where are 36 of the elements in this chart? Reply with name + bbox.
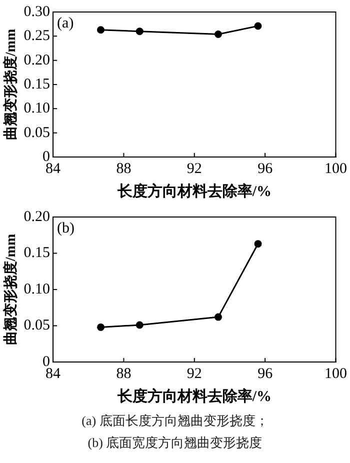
x-axis-title: 长度方向材料去除率/% [116, 386, 272, 405]
y-tick-label: 0.25 [24, 28, 50, 44]
chart-title: (a) [57, 15, 74, 32]
point [136, 321, 144, 329]
point [97, 323, 105, 331]
y-axis-title: 曲翘变形挠度/mm [2, 234, 20, 346]
y-tick-label: 0.30 [24, 4, 50, 20]
x-tick-label: 88 [116, 366, 132, 382]
y-tick-label: 0.10 [24, 100, 50, 117]
x-tick-label: 100 [324, 160, 347, 177]
x-tick-label: 84 [46, 160, 62, 177]
y-tick-label: 0.15 [24, 245, 50, 262]
text: (a) 底面长度方向翘曲变形挠度； [80, 412, 270, 430]
x-tick-label: 92 [186, 366, 202, 382]
y-tick-label: 0.20 [24, 208, 50, 225]
x-axis-title: 长度方向材料去除率/% [116, 182, 272, 200]
point [136, 28, 144, 36]
y-tick-label: 0.10 [24, 281, 50, 298]
y-tick-label: 0.15 [24, 76, 50, 92]
point [254, 240, 262, 248]
y-tick-label: 0.05 [24, 124, 50, 141]
x-tick-label: 96 [258, 366, 274, 382]
text: (b) 底面宽度方向翘曲变形挠度 [86, 434, 264, 452]
point [214, 30, 222, 38]
point [97, 26, 105, 34]
point [214, 313, 222, 321]
x-tick-label: 84 [46, 366, 62, 382]
x-tick-label: 100 [324, 366, 347, 382]
y-tick-label: 0.20 [24, 52, 50, 68]
y-axis-title: 曲翘变形挠度/mm [2, 28, 20, 140]
x-tick-label: 88 [116, 160, 132, 177]
y-tick-label: 0.05 [24, 318, 50, 334]
point [254, 22, 262, 30]
x-tick-label: 96 [258, 160, 274, 177]
x-tick-label: 92 [186, 160, 202, 177]
chart-title: (b) [57, 220, 75, 236]
